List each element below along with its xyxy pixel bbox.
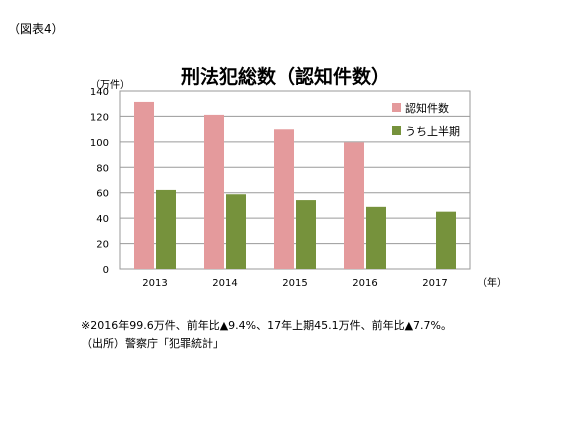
bar-2014-first-half [226, 194, 246, 269]
y-tick-label: 20 [96, 240, 109, 251]
bar-2014-total [204, 114, 224, 269]
bar-2015-total [274, 129, 294, 269]
gridlines [119, 90, 471, 270]
y-tick-label: 140 [90, 87, 109, 98]
chart-title: 刑法犯総数（認知件数） [180, 66, 390, 88]
bars [134, 101, 456, 269]
legend-label-2: うち上半期 [405, 124, 460, 138]
y-unit-label: （万件） [90, 80, 130, 91]
x-tick-label: 2013 [142, 278, 167, 289]
tick-labels: 0 20 40 60 80 100 120 140 2013 2014 2015 2016 2017 （年… [90, 87, 507, 289]
legend-swatch-1 [392, 103, 401, 112]
legend-swatch-2 [392, 126, 401, 135]
x-tick-label: 2016 [352, 278, 377, 289]
x-tick-label: 2017 [422, 278, 447, 289]
source-note: （出所）警察庁「犯罪統計」 [81, 337, 224, 350]
bar-chart: 0 20 40 60 80 100 120 140 2013 2014 2015 2016 2017 （年… [90, 87, 507, 289]
y-tick-label: 60 [96, 189, 109, 200]
y-tick-label: 120 [90, 112, 109, 123]
bar-2017-first-half [436, 211, 456, 269]
bar-2013-first-half [156, 189, 176, 269]
bar-2016-total [344, 142, 364, 269]
x-tick-label: 2014 [212, 278, 237, 289]
y-tick-label: 80 [96, 163, 109, 174]
y-tick-label: 100 [90, 138, 109, 149]
footnote: ※2016年99.6万件、前年比▲9.4%、17年上期45.1万件、前年比▲7.… [81, 319, 453, 332]
bar-2013-total [134, 101, 154, 269]
x-tick-label: 2015 [282, 278, 307, 289]
legend-label-1: 認知件数 [405, 101, 449, 115]
bar-2016-first-half [366, 206, 386, 269]
bar-2015-first-half [296, 200, 316, 269]
figure-label: （図表4） [8, 22, 64, 36]
y-tick-label: 40 [96, 214, 109, 225]
y-tick-label: 0 [103, 265, 109, 276]
x-unit-label: （年） [477, 276, 507, 289]
